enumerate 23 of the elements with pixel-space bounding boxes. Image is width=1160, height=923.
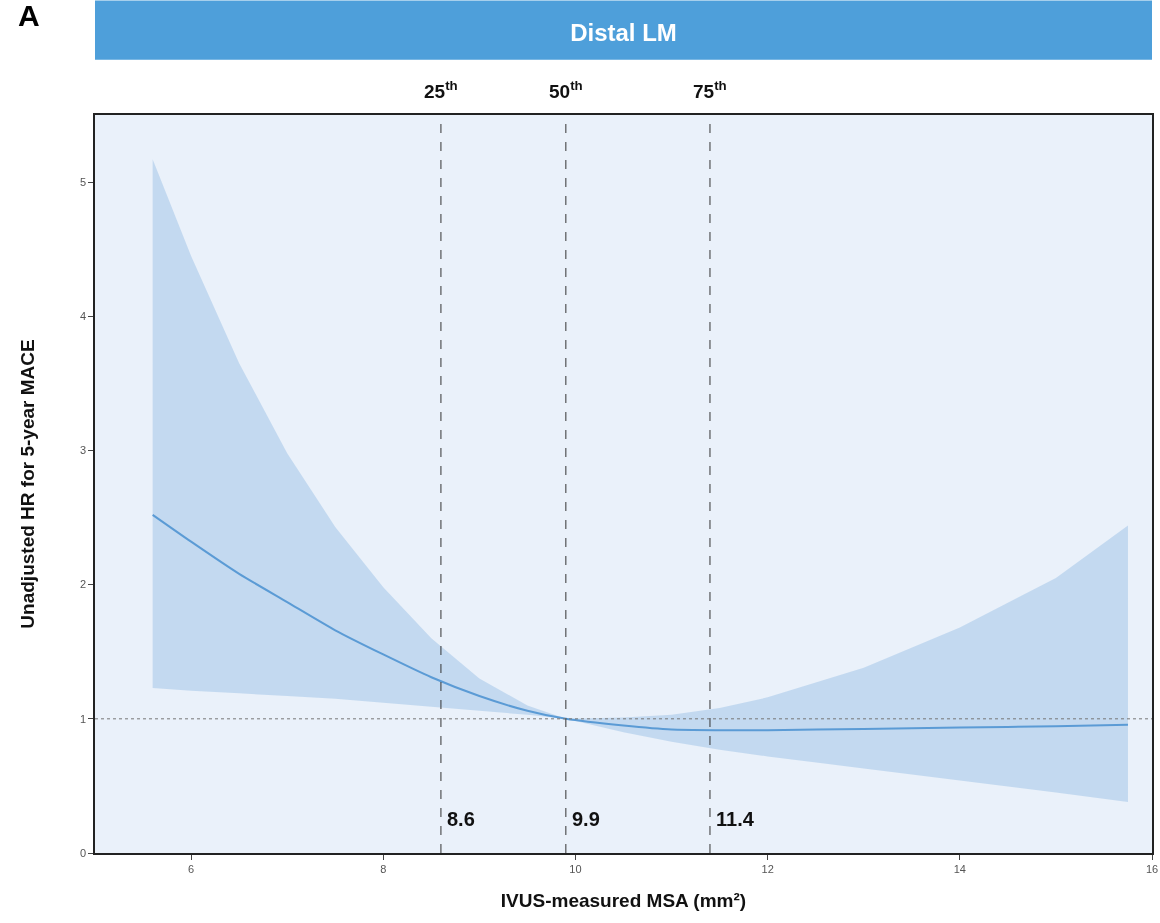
- y-tick-label: 5: [79, 175, 87, 188]
- x-tick-label: 14: [953, 862, 966, 875]
- x-tick-label: 6: [188, 862, 195, 875]
- y-tick-label: 1: [79, 712, 87, 725]
- text: 50$^{th}$: [549, 78, 583, 102]
- x-axis-title: IVUS-measured MSA (mm²): [500, 890, 747, 912]
- y-tick-label: 2: [79, 578, 87, 591]
- x-tick-label: 16: [1145, 862, 1159, 875]
- y-tick-label: 3: [79, 444, 87, 457]
- ref-line-label: 11.4: [716, 808, 755, 830]
- ref-line-label: 8.6: [447, 808, 475, 830]
- line-series: [151, 513, 1129, 732]
- y-axis-title: Unadjusted HR for 5-year MACE: [17, 339, 39, 629]
- x-tick-label: 12: [761, 862, 774, 875]
- x-tick-label: 10: [569, 862, 582, 875]
- ref-line-label: 9.9: [572, 808, 600, 830]
- text: 25$^{th}$: [424, 78, 458, 102]
- chart-title: Distal LM: [570, 18, 677, 46]
- y-tick-label: 0: [79, 846, 87, 859]
- y-tick-label: 4: [79, 310, 87, 323]
- x-tick-label: 8: [380, 862, 387, 875]
- text: A: [18, 0, 40, 32]
- text: 75$^{th}$: [693, 78, 727, 102]
